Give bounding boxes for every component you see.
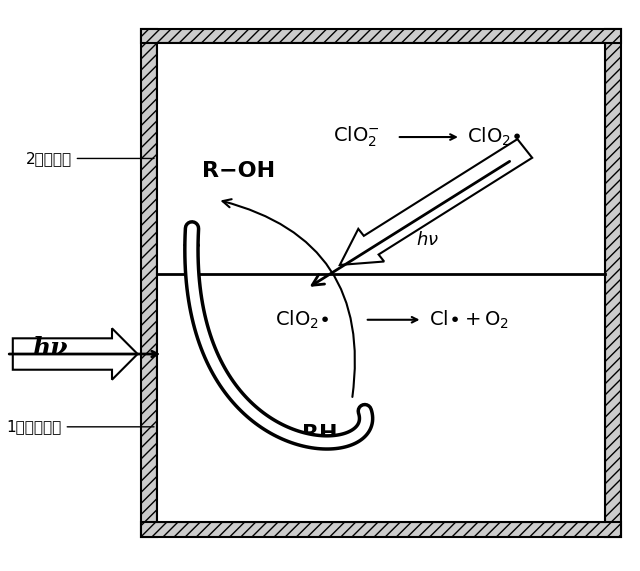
Text: 2（水相）: 2（水相）: [26, 151, 154, 166]
Text: $\mathregular{ClO_2{\bullet}}$: $\mathregular{ClO_2{\bullet}}$: [467, 126, 522, 148]
Text: R−OH: R−OH: [202, 161, 275, 182]
Polygon shape: [141, 29, 157, 537]
Polygon shape: [141, 29, 621, 43]
Polygon shape: [157, 43, 605, 522]
Text: hν: hν: [32, 336, 67, 360]
Polygon shape: [605, 29, 621, 537]
Polygon shape: [141, 522, 621, 537]
Text: $\mathregular{ClO_2{\bullet}}$: $\mathregular{ClO_2{\bullet}}$: [275, 308, 330, 331]
Text: RH: RH: [302, 424, 338, 444]
Text: $h\nu$: $h\nu$: [416, 231, 439, 249]
FancyArrow shape: [340, 139, 532, 265]
FancyArrow shape: [13, 328, 138, 380]
Text: $\mathregular{Cl{\bullet}+O_2}$: $\mathregular{Cl{\bullet}+O_2}$: [429, 308, 509, 331]
Text: 1（有機相）: 1（有機相）: [6, 419, 154, 435]
Text: $\mathregular{ClO_2^{-}}$: $\mathregular{ClO_2^{-}}$: [333, 125, 380, 149]
